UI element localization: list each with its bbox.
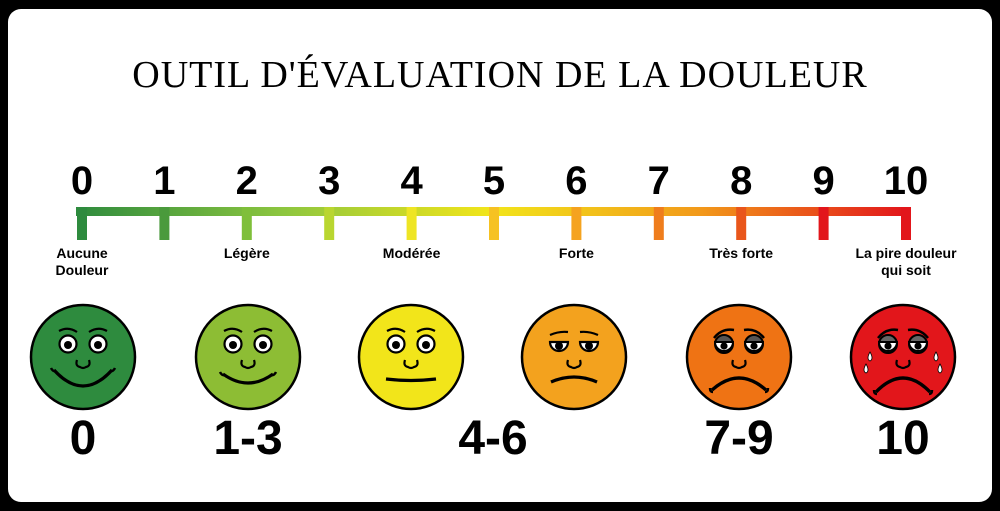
pain-range-label: 1-3	[213, 412, 283, 465]
scale-tick-9	[818, 207, 829, 240]
pain-level-label: Légère	[223, 245, 270, 261]
face-very-severe-pain-icon	[684, 302, 794, 417]
scale-tick-4	[406, 207, 417, 240]
pain-scale-card: OUTIL D'ÉVALUATION DE LA DOULEUR 0 1 2 3 4 5 6…	[8, 9, 992, 502]
scale-tick-5	[489, 207, 499, 240]
scale-number-7: 7	[647, 159, 670, 203]
pain-range-label: 10	[876, 412, 930, 465]
pain-level-label: Forte	[558, 245, 594, 261]
scale-tick-7	[653, 207, 664, 240]
scale-number-0: 0	[70, 159, 94, 203]
scale-tick-8	[736, 207, 747, 240]
scale-tick-1	[159, 207, 170, 240]
scale-number-1: 1	[153, 159, 176, 203]
pain-level-label: Modérée	[382, 245, 441, 261]
scale-tick-3	[324, 207, 335, 240]
pain-level-label: Très forte	[709, 245, 774, 261]
pain-scale-bar	[76, 207, 911, 240]
page-title: OUTIL D'ÉVALUATION DE LA DOULEUR	[132, 54, 868, 96]
face-no-pain-icon	[28, 302, 138, 417]
face-mild-pain-icon	[193, 302, 303, 417]
pain-level-label: Aucune Douleur	[55, 245, 109, 278]
scale-number-8: 8	[730, 159, 753, 203]
scale-tick-10	[901, 207, 911, 240]
scale-tick-0	[77, 207, 87, 240]
pain-level-label: La pire douleur qui soit	[855, 245, 957, 278]
scale-number-9: 9	[812, 159, 835, 203]
face-worst-pain-icon	[848, 302, 958, 417]
scale-number-5: 5	[482, 159, 506, 203]
scale-number-4: 4	[400, 159, 423, 203]
scale-number-2: 2	[235, 159, 258, 203]
pain-range-label: 7-9	[704, 412, 774, 465]
scale-number-6: 6	[565, 159, 588, 203]
scale-number-3: 3	[318, 159, 341, 203]
face-moderate-pain-icon	[356, 302, 466, 417]
scale-number-10: 10	[883, 159, 929, 203]
face-severe-pain-icon	[519, 302, 629, 417]
pain-range-label: 0	[69, 412, 97, 465]
pain-range-label: 4-6	[458, 412, 528, 465]
scale-tick-6	[571, 207, 582, 240]
scale-tick-2	[241, 207, 252, 240]
